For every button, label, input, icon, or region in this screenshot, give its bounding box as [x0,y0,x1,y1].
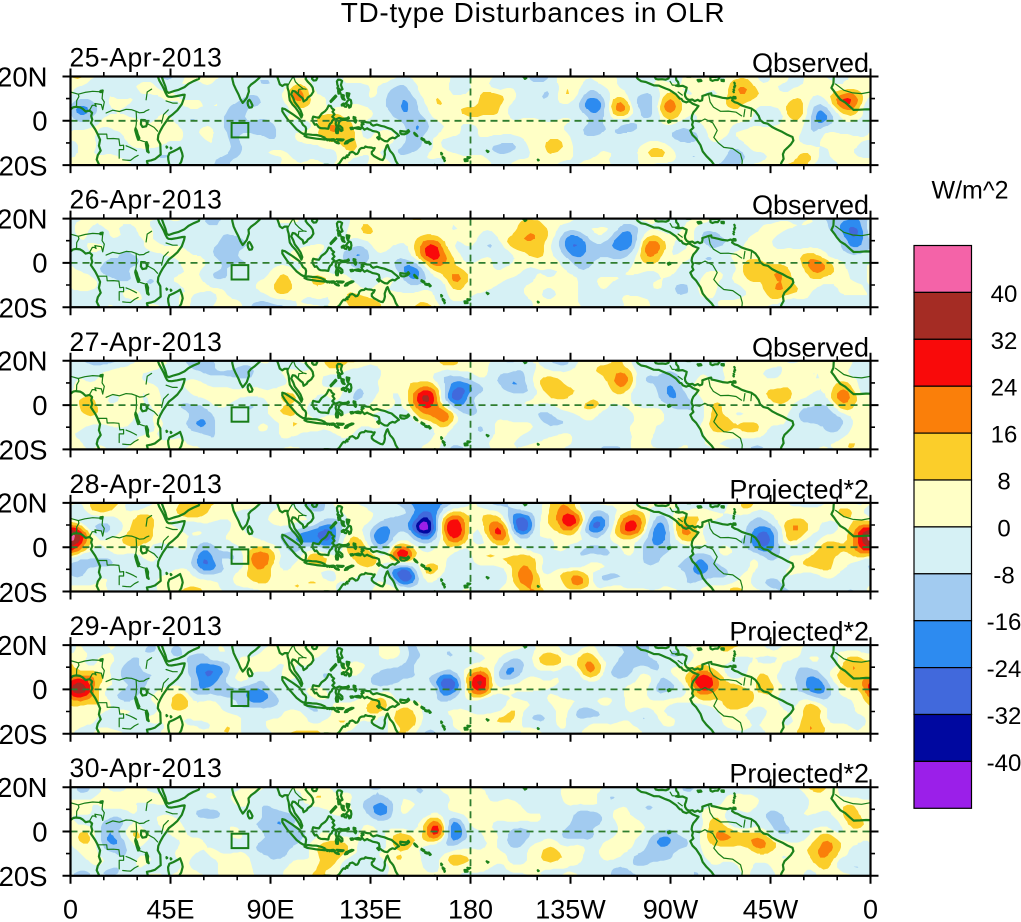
svg-text:20S: 20S [0,861,48,892]
svg-text:16: 16 [991,422,1018,449]
svg-text:Observed: Observed [752,190,869,220]
svg-text:25-Apr-2013: 25-Apr-2013 [70,43,223,73]
svg-text:0: 0 [32,248,47,279]
svg-text:20N: 20N [0,61,48,92]
svg-text:-8: -8 [993,562,1014,589]
svg-text:45W: 45W [743,895,799,922]
svg-text:Projected*2: Projected*2 [729,617,869,647]
svg-text:29-Apr-2013: 29-Apr-2013 [70,611,223,641]
svg-text:20N: 20N [0,346,48,377]
svg-text:0: 0 [63,895,78,922]
svg-text:0: 0 [32,106,47,137]
svg-text:24: 24 [991,375,1018,402]
svg-text:Observed: Observed [752,332,869,362]
svg-text:0: 0 [32,674,47,705]
svg-text:90W: 90W [643,895,699,922]
svg-text:-24: -24 [987,656,1021,683]
svg-text:32: 32 [991,328,1018,355]
svg-text:20S: 20S [0,293,48,324]
svg-text:90E: 90E [246,895,294,922]
svg-text:Observed: Observed [752,48,869,78]
svg-text:-16: -16 [987,609,1021,636]
svg-text:40: 40 [991,281,1018,308]
svg-text:135W: 135W [535,895,606,922]
svg-text:20S: 20S [0,719,48,750]
svg-text:-32: -32 [987,703,1021,730]
svg-text:0: 0 [32,390,47,421]
svg-text:Projected*2: Projected*2 [729,759,869,789]
svg-text:20N: 20N [0,488,48,519]
svg-text:28-Apr-2013: 28-Apr-2013 [70,469,223,499]
svg-text:W/m^2: W/m^2 [931,177,1008,205]
svg-text:20S: 20S [0,150,48,181]
svg-text:30-Apr-2013: 30-Apr-2013 [70,753,223,783]
svg-text:0: 0 [32,816,47,847]
svg-text:20S: 20S [0,435,48,466]
svg-text:0: 0 [32,532,47,563]
svg-text:45E: 45E [146,895,194,922]
svg-text:0: 0 [997,515,1010,542]
svg-text:0: 0 [863,895,878,922]
svg-text:-40: -40 [987,750,1021,777]
svg-text:Projected*2: Projected*2 [729,474,869,504]
svg-text:TD-type Disturbances in OLR: TD-type Disturbances in OLR [341,0,726,28]
svg-text:135E: 135E [339,895,402,922]
svg-text:26-Apr-2013: 26-Apr-2013 [70,185,223,215]
svg-text:180: 180 [448,895,493,922]
svg-text:20S: 20S [0,577,48,608]
svg-text:20N: 20N [0,772,48,803]
svg-text:27-Apr-2013: 27-Apr-2013 [70,327,223,357]
svg-text:20N: 20N [0,630,48,661]
svg-text:8: 8 [997,469,1010,496]
svg-text:20N: 20N [0,203,48,234]
